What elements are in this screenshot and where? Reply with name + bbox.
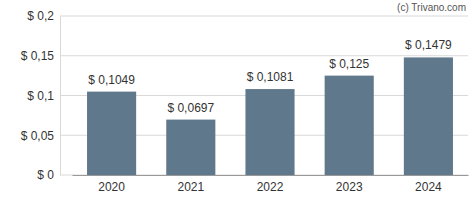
y-axis: $ 0 $ 0,05 $ 0,1 $ 0,15 $ 0,2 [21, 9, 61, 182]
chart: $ 0$ 0,05$ 0,1$ 0,15$ 0,2202020212022202… [0, 0, 470, 200]
y-tick: $ 0,15 [21, 49, 60, 63]
data-labels: $ 0,1049 $ 0,0697 $ 0,1081 $ 0,125 $ 0,1479 [88, 38, 452, 114]
x-tick: 2022 [257, 175, 284, 194]
bar [166, 120, 215, 175]
y-axis-line [60, 17, 61, 176]
y-tick: $ 0,05 [21, 129, 60, 143]
y-tick-label: $ 0,15 [21, 49, 55, 63]
data-label: $ 0,0697 [167, 101, 214, 115]
y-tick-label: $ 0 [37, 168, 54, 182]
x-tick: 2023 [336, 175, 363, 194]
x-tick-label: 2020 [98, 180, 125, 194]
annotation: (c) Trivano.com [397, 2, 466, 13]
x-tick: 2020 [98, 175, 125, 194]
y-tick: $ 0,2 [27, 9, 60, 23]
bar [87, 92, 136, 175]
data-label: $ 0,1479 [405, 38, 452, 52]
bar [245, 89, 294, 175]
y-tick: $ 0 [37, 168, 60, 182]
data-label: $ 0,1049 [88, 73, 135, 87]
bars [87, 57, 453, 175]
data-label: $ 0,125 [329, 57, 369, 71]
y-tick-label: $ 0,1 [27, 89, 54, 103]
y-tick-label: $ 0,05 [21, 129, 55, 143]
x-axis: 2020 2021 2022 2023 2024 [73, 175, 469, 194]
x-tick-label: 2022 [257, 180, 284, 194]
x-tick-label: 2023 [336, 180, 363, 194]
data-label: $ 0,1081 [247, 70, 294, 84]
grid [60, 16, 468, 175]
x-axis-line [73, 175, 469, 176]
bar [404, 57, 453, 175]
y-tick-label: $ 0,2 [27, 9, 54, 23]
grid-line [60, 16, 468, 17]
x-tick: 2024 [415, 175, 442, 194]
bar [325, 76, 374, 175]
x-tick: 2021 [177, 175, 204, 194]
y-tick: $ 0,1 [27, 89, 60, 103]
x-tick-label: 2021 [177, 180, 204, 194]
x-tick-label: 2024 [415, 180, 442, 194]
grid-line [60, 55, 468, 56]
